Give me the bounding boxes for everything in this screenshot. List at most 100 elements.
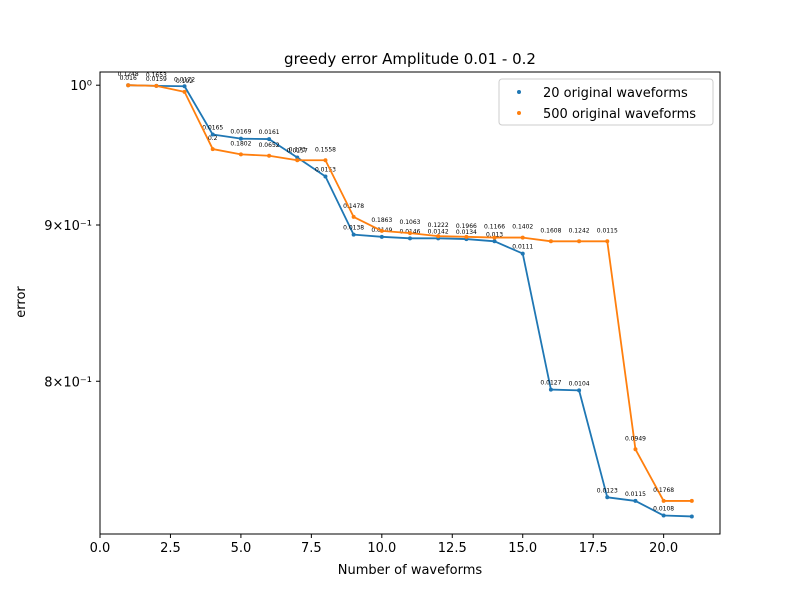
data-label: 0.0159 (146, 76, 167, 83)
data-point (379, 234, 384, 239)
x-tick-label: 5.0 (231, 541, 252, 556)
y-tick-label: 8×10⁻¹ (44, 375, 92, 390)
data-point (548, 239, 553, 244)
legend-marker (517, 90, 521, 94)
legend-entry: 500 original waveforms (543, 107, 696, 122)
data-label: 0.173 (289, 146, 306, 153)
data-label: 0.1653 (146, 72, 167, 79)
data-label: 0.0104 (569, 380, 590, 387)
data-label: 0.0157 (287, 147, 308, 154)
data-point (689, 498, 694, 503)
y-tick-label: 9×10⁻¹ (44, 219, 92, 234)
data-label: 0.0108 (653, 506, 674, 513)
legend-entry: 20 original waveforms (543, 86, 688, 101)
data-label: 0.0142 (428, 228, 449, 235)
data-label: 0.016 (120, 75, 137, 82)
data-label: 0.0949 (625, 435, 646, 442)
data-label: 0.1863 (371, 217, 392, 224)
data-label: 0.0138 (343, 225, 364, 232)
data-point (408, 236, 412, 241)
x-tick-label: 17.5 (579, 541, 608, 556)
data-label: 0.0115 (625, 491, 646, 498)
data-label: 0.0134 (456, 229, 477, 236)
legend-marker (517, 111, 521, 115)
data-point (267, 153, 272, 158)
data-point (689, 514, 694, 519)
chart-title: greedy error Amplitude 0.01 - 0.2 (284, 50, 536, 68)
x-tick-label: 2.5 (160, 541, 181, 556)
data-point (295, 155, 300, 160)
data-point (548, 387, 553, 392)
x-tick-label: 7.5 (301, 541, 322, 556)
data-label: 0.013 (486, 231, 503, 238)
data-point (605, 239, 610, 244)
data-label: 0.1248 (118, 71, 139, 78)
data-point (182, 84, 187, 89)
y-tick-label: 10⁰ (70, 79, 92, 94)
data-point (210, 132, 215, 137)
data-point (492, 235, 497, 240)
data-point (351, 232, 356, 237)
data-point (126, 83, 131, 88)
data-point (633, 498, 638, 503)
data-point (295, 158, 300, 163)
data-point (577, 239, 582, 244)
data-label: 0.2 (208, 135, 218, 142)
legend-box (498, 78, 714, 126)
data-point (323, 158, 328, 163)
data-label: 0.0123 (597, 487, 618, 494)
data-point (182, 89, 187, 94)
data-point (520, 235, 525, 240)
data-label: 0.1558 (315, 146, 336, 153)
data-point (154, 83, 159, 88)
data-label: 0.1966 (456, 223, 477, 230)
data-point (238, 152, 243, 157)
x-axis-label: Number of waveforms (338, 563, 483, 578)
data-point (267, 137, 272, 142)
data-point (210, 147, 215, 152)
legend: 20 original waveforms 500 original wavefo… (498, 78, 714, 126)
data-point (238, 136, 243, 141)
x-tick-label: 20.0 (649, 541, 678, 556)
data-label: 0.1802 (230, 140, 251, 147)
data-label: 0.0169 (230, 129, 251, 136)
data-label: 0.192 (176, 78, 193, 85)
data-point (408, 231, 412, 236)
data-label: 0.0111 (512, 244, 533, 251)
x-tick-label: 10.0 (367, 541, 396, 556)
data-label: 0.1063 (400, 219, 421, 226)
data-point (661, 498, 666, 503)
data-label: 0.0153 (315, 166, 336, 173)
data-point (323, 174, 328, 179)
y-axis-label: error (14, 286, 29, 318)
data-label: 0.0165 (202, 125, 223, 132)
data-label: 0.0172 (174, 76, 195, 83)
data-point (661, 513, 666, 518)
data-point (633, 447, 638, 452)
data-label: 0.1608 (540, 227, 561, 234)
data-point (464, 234, 469, 239)
data-label: 0.0127 (540, 380, 561, 387)
axes-frame (99, 71, 721, 535)
data-point (379, 228, 384, 233)
data-label: 0.1768 (653, 487, 674, 494)
data-point (577, 388, 582, 393)
data-label: 0.0652 (259, 142, 280, 149)
plot-area: 0.0 2.5 5.0 7.5 10.0 12.5 15.0 17.5 20.0 10⁰ 9×10⁻… (44, 71, 721, 556)
data-label: 0.1478 (343, 203, 364, 210)
data-label: 0.1242 (569, 227, 590, 234)
x-tick-label: 12.5 (438, 541, 467, 556)
data-label: 0.0115 (597, 227, 618, 234)
data-point (520, 251, 525, 256)
data-label: 0.1402 (512, 224, 533, 231)
data-label: 0.1222 (428, 222, 449, 229)
data-point (605, 495, 610, 500)
data-point (351, 214, 356, 219)
data-point (492, 239, 497, 244)
data-label: 0.1166 (484, 224, 505, 231)
data-label: 0.0161 (259, 129, 280, 136)
x-tick-label: 0.0 (90, 541, 111, 556)
data-point (436, 234, 441, 239)
